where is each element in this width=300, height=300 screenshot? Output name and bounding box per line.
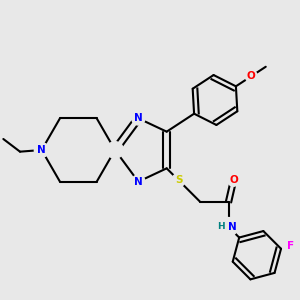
Circle shape bbox=[132, 175, 145, 188]
Text: S: S bbox=[175, 175, 182, 185]
Circle shape bbox=[227, 174, 239, 186]
Circle shape bbox=[34, 143, 49, 157]
Circle shape bbox=[107, 142, 123, 158]
Text: O: O bbox=[229, 175, 238, 185]
Text: N: N bbox=[134, 177, 143, 187]
Text: N: N bbox=[37, 145, 46, 155]
Circle shape bbox=[132, 112, 145, 125]
Circle shape bbox=[172, 173, 185, 187]
Text: F: F bbox=[287, 241, 294, 251]
Circle shape bbox=[285, 240, 297, 252]
Text: O: O bbox=[247, 71, 256, 81]
Circle shape bbox=[245, 70, 257, 82]
Circle shape bbox=[219, 218, 238, 236]
Text: N: N bbox=[227, 222, 236, 232]
Text: H: H bbox=[218, 222, 225, 231]
Text: N: N bbox=[134, 113, 143, 123]
